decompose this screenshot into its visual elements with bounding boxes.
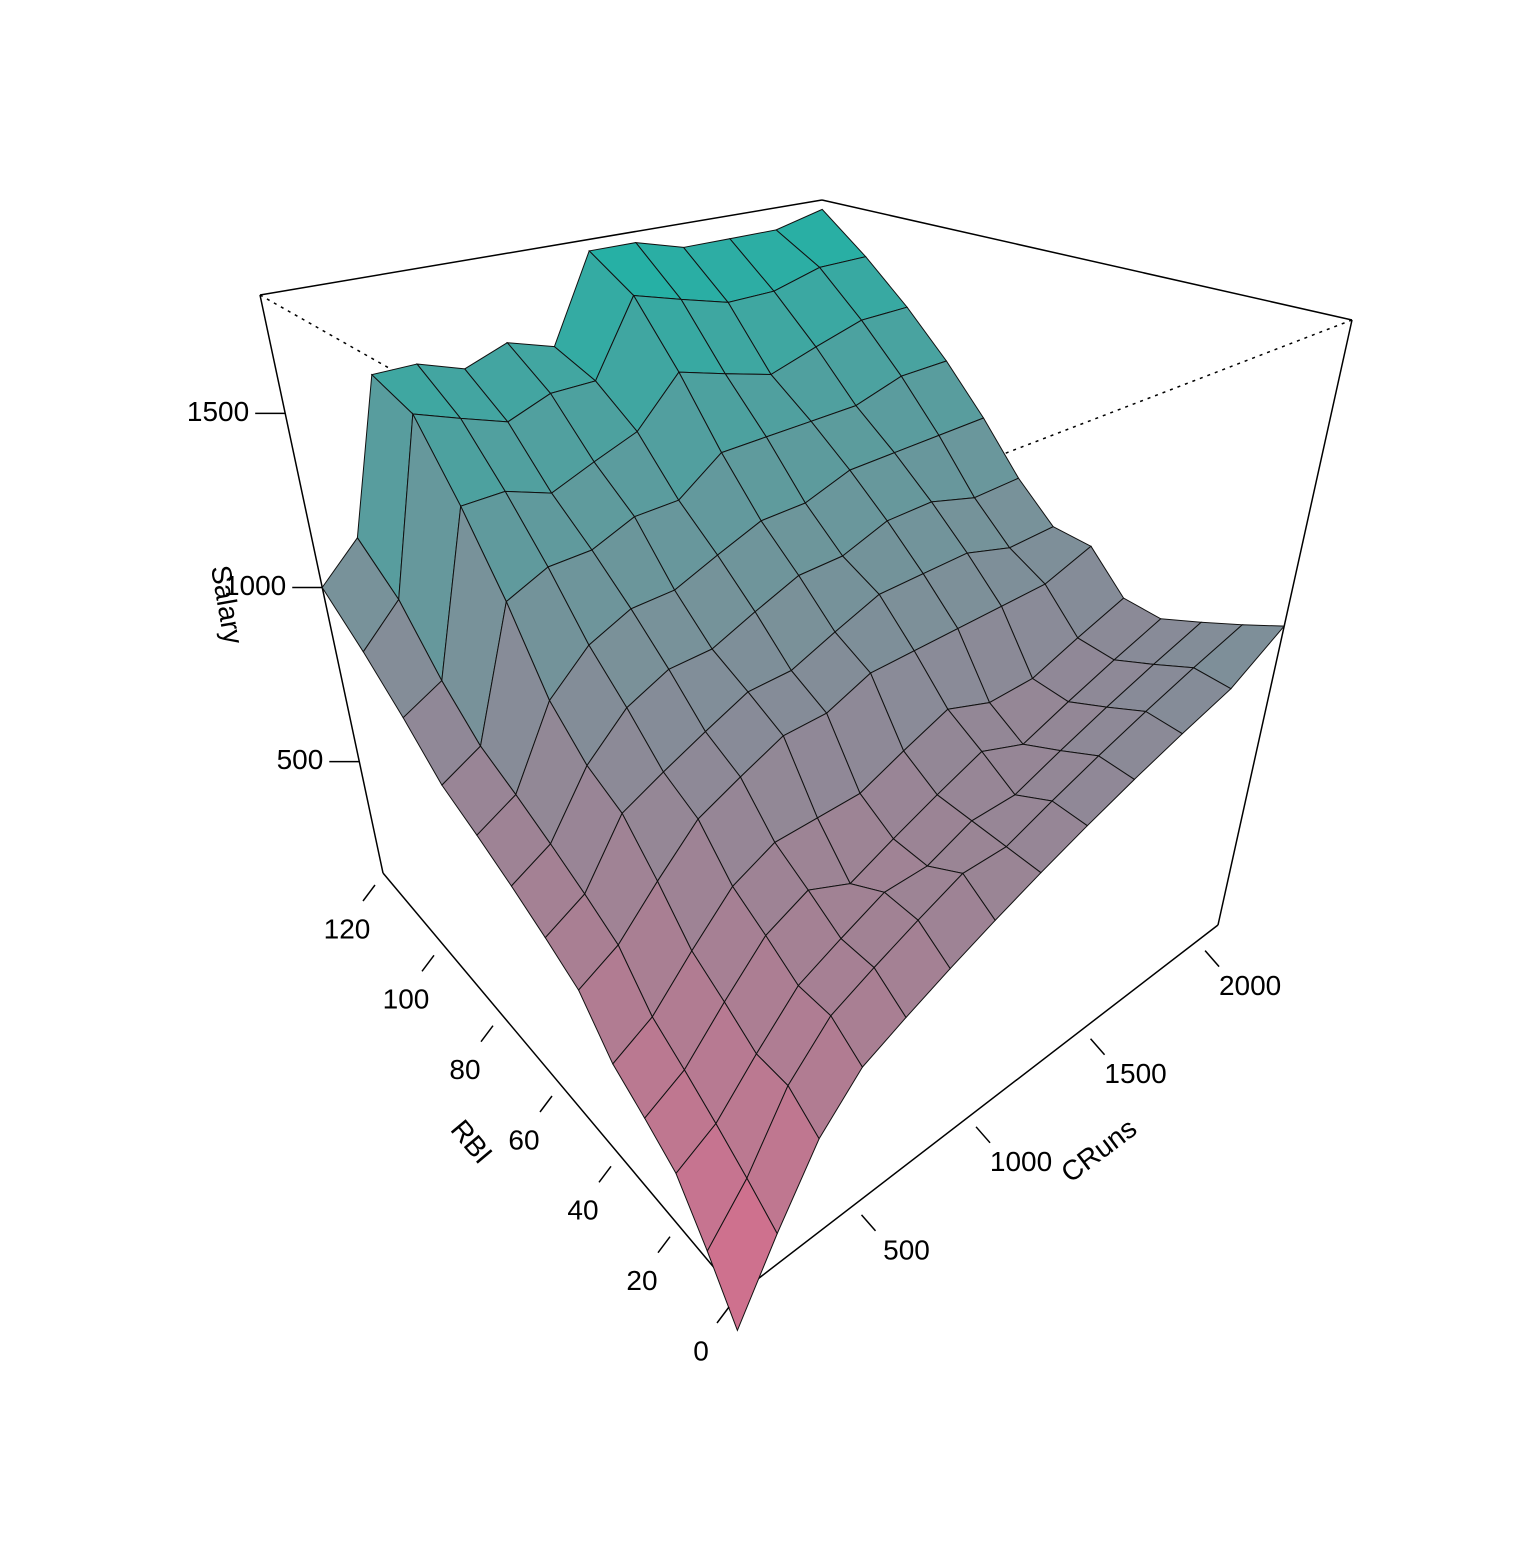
y-tick-label: 1500 [1104,1058,1166,1089]
x-tick-label: 40 [567,1195,598,1226]
box-edge [1217,319,1353,926]
axes: 500 1000 1500 0 20 40 60 80 100 120 500 1000 1500 200… [187,396,1281,1367]
x-tick [657,1236,671,1254]
surface-facet [706,1177,778,1332]
x-tick-label: 60 [508,1124,539,1155]
x-tick [480,1025,494,1043]
y-tick [860,1214,877,1232]
x-tick [539,1095,553,1113]
x-tick-label: 20 [626,1265,657,1296]
box-edge [259,294,384,874]
y-tick-label: 1000 [990,1146,1052,1177]
x-tick [421,954,435,972]
box-edge [821,199,1353,321]
y-tick [975,1126,991,1144]
x-tick-label: 120 [324,913,371,944]
y-tick [1090,1038,1106,1056]
y-tick [1204,950,1220,968]
x-tick-label: 100 [383,984,430,1015]
x-tick [716,1306,730,1324]
x-tick-label: 0 [693,1335,709,1366]
box-edge [382,872,738,1296]
x-tick [598,1165,612,1183]
z-tick-label: 1000 [224,570,286,601]
z-tick-label: 1500 [187,396,249,427]
x-tick-label: 80 [449,1054,480,1085]
box-edge [259,199,823,296]
y-tick-label: 500 [883,1234,930,1265]
surface [321,208,1286,1332]
z-tick-label: 500 [277,744,324,775]
box-edge [736,924,1219,1296]
x-tick [362,884,376,902]
y-tick-label: 2000 [1219,970,1281,1001]
